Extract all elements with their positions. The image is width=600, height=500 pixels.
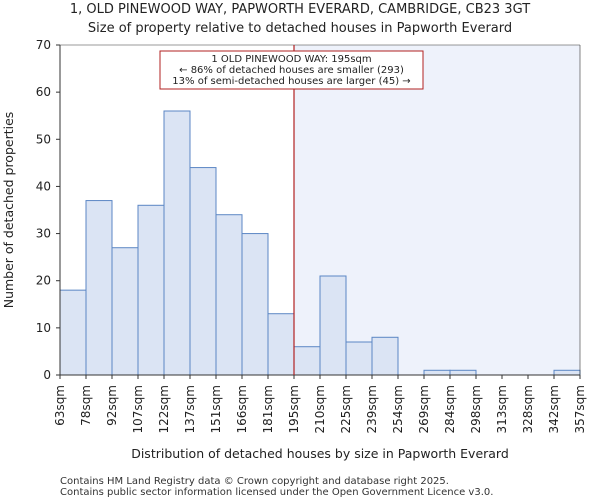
x-tick-label: 342sqm: [547, 385, 561, 433]
annotation-line-1: 1 OLD PINEWOOD WAY: 195sqm: [211, 54, 371, 65]
x-tick-label: 225sqm: [339, 385, 353, 433]
bar: [85, 200, 113, 376]
bar: [137, 204, 165, 376]
x-tick-label: 166sqm: [235, 385, 249, 433]
x-axis-label: Distribution of detached houses by size …: [131, 446, 509, 461]
footer-line-2: Contains public sector information licen…: [60, 487, 493, 498]
x-tick-label: 239sqm: [365, 385, 379, 433]
bar: [553, 369, 581, 376]
bar: [371, 336, 399, 376]
x-tick-label: 78sqm: [79, 385, 93, 426]
y-tick-label: 70: [36, 38, 51, 52]
annotation-line-2: ← 86% of detached houses are smaller (29…: [179, 65, 404, 76]
plot-area: 0 10 20 30 40 50 60 70 63sqm 78sqm 92sqm 107sqm 122s…: [36, 38, 587, 433]
bar: [423, 369, 451, 376]
x-tick-label: 151sqm: [209, 385, 223, 433]
x-tick-label: 181sqm: [261, 385, 275, 433]
y-tick-label: 0: [43, 368, 51, 382]
x-tick-label: 313sqm: [495, 385, 509, 433]
bar: [215, 214, 243, 376]
x-tick-label: 298sqm: [469, 385, 483, 433]
x-tick-label: 195sqm: [287, 385, 301, 433]
bar: [319, 275, 347, 376]
y-tick-label: 10: [36, 321, 51, 335]
annotation-box: [159, 50, 424, 90]
x-tick-label: 269sqm: [417, 385, 431, 433]
x-tick-label: 122sqm: [157, 385, 171, 433]
y-tick-label: 30: [36, 227, 51, 241]
x-tick-label: 254sqm: [391, 385, 405, 433]
x-tick-label: 284sqm: [443, 385, 457, 433]
y-tick-label: 60: [36, 85, 51, 99]
chart-title: 1, OLD PINEWOOD WAY, PAPWORTH EVERARD, C…: [70, 2, 530, 17]
bar: [293, 346, 321, 376]
x-tick-label: 92sqm: [105, 385, 119, 426]
footer-line-1: Contains HM Land Registry data © Crown c…: [60, 476, 449, 487]
y-tick-label: 40: [36, 179, 51, 193]
x-tick-label: 357sqm: [573, 385, 587, 433]
bar: [59, 289, 87, 376]
bar: [163, 110, 191, 376]
y-axis-label: Number of detached properties: [1, 112, 16, 309]
x-tick-label: 63sqm: [53, 385, 67, 426]
bar: [241, 233, 269, 376]
bar: [449, 369, 477, 376]
bar: [189, 167, 217, 376]
annotation-line-3: 13% of semi-detached houses are larger (…: [172, 76, 410, 87]
x-tick-label: 107sqm: [131, 385, 145, 433]
chart-subtitle: Size of property relative to detached ho…: [88, 21, 512, 36]
bar: [111, 247, 139, 376]
y-tick-label: 50: [36, 132, 51, 146]
bar: [267, 313, 295, 376]
x-tick-label: 137sqm: [183, 385, 197, 433]
bar: [345, 341, 373, 376]
y-tick-label: 20: [36, 274, 51, 288]
x-tick-label: 328sqm: [521, 385, 535, 433]
x-tick-label: 210sqm: [313, 385, 327, 433]
